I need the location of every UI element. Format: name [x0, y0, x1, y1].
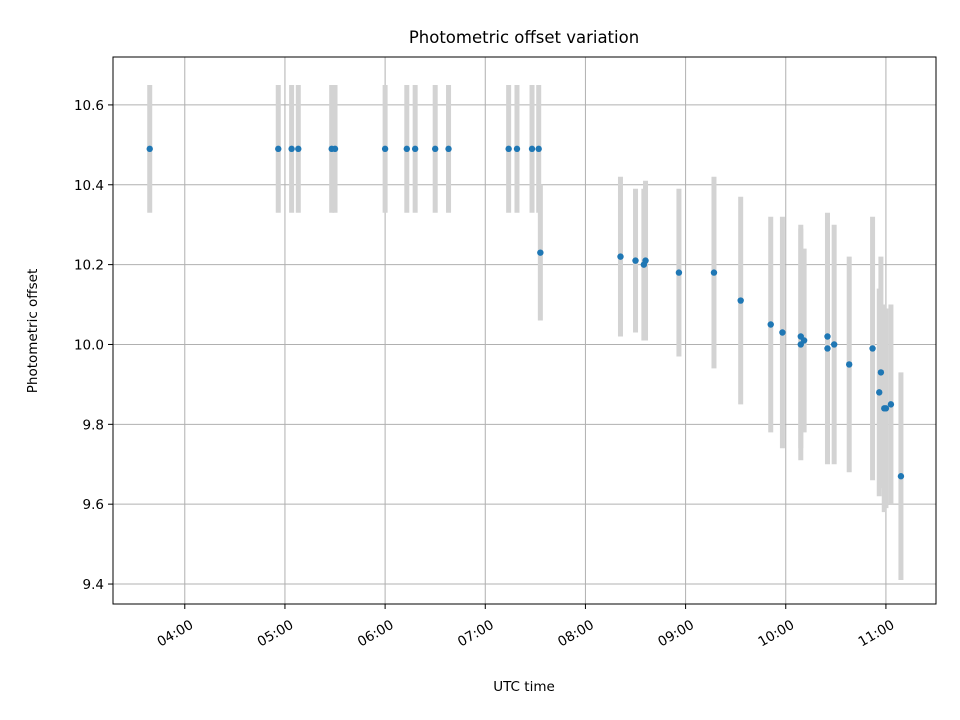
y-tick-label: 9.4: [83, 577, 104, 593]
data-point: [779, 329, 786, 336]
x-tick-label: 06:00: [355, 617, 397, 650]
error-bars: [147, 84, 904, 581]
chart-title: Photometric offset variation: [409, 28, 639, 47]
data-point: [877, 369, 885, 376]
x-tick-label: 08:00: [555, 617, 597, 650]
data-point: [830, 341, 838, 348]
data-point: [737, 297, 744, 304]
data-point: [288, 145, 295, 153]
plot-frame: [112, 56, 937, 605]
data-point: [869, 345, 876, 352]
y-tick-label: 10.0: [74, 337, 104, 353]
x-tick-label: 09:00: [655, 617, 697, 650]
data-point: [537, 249, 544, 256]
x-tick-label: 05:00: [255, 617, 297, 650]
data-point: [431, 145, 439, 153]
data-point: [403, 145, 411, 153]
x-axis-ticks: 04:00 05:00 06:00 07:00 08:00 09:00 10:00 11:00: [154, 604, 897, 650]
data-point: [331, 145, 339, 153]
data-point: [381, 145, 389, 153]
data-point: [642, 257, 649, 264]
data-points: [146, 145, 905, 480]
data-point: [535, 145, 542, 153]
x-tick-label: 11:00: [856, 617, 898, 650]
data-point: [800, 337, 808, 344]
data-point: [767, 321, 774, 328]
data-point: [505, 145, 512, 153]
data-point: [275, 145, 282, 153]
x-tick-label: 07:00: [455, 617, 497, 650]
y-tick-label: 10.2: [74, 258, 104, 274]
data-point: [445, 145, 452, 153]
data-point: [887, 401, 895, 408]
y-axis-ticks: 9.4 9.6 9.8 10.0 10.2 10.4 10.6: [74, 98, 113, 593]
data-point: [411, 145, 419, 153]
data-point: [528, 145, 536, 153]
data-point: [295, 145, 302, 153]
data-point: [897, 473, 905, 480]
x-tick-label: 04:00: [154, 617, 196, 650]
data-point: [617, 253, 624, 260]
data-point: [146, 145, 153, 153]
y-tick-label: 10.6: [74, 98, 104, 114]
data-point: [675, 269, 683, 276]
x-axis-label: UTC time: [493, 679, 555, 695]
y-axis-label: Photometric offset: [25, 269, 41, 393]
data-point: [632, 257, 639, 264]
data-point: [513, 145, 521, 153]
data-point: [710, 269, 718, 276]
y-tick-label: 10.4: [74, 178, 104, 194]
data-point: [882, 405, 890, 412]
grid: [113, 57, 936, 604]
data-point: [824, 333, 831, 340]
x-tick-label: 10:00: [755, 617, 797, 650]
data-point: [876, 389, 883, 396]
y-tick-label: 9.8: [83, 417, 104, 433]
data-point: [845, 361, 853, 368]
data-point: [824, 345, 831, 352]
y-tick-label: 9.6: [83, 497, 104, 513]
